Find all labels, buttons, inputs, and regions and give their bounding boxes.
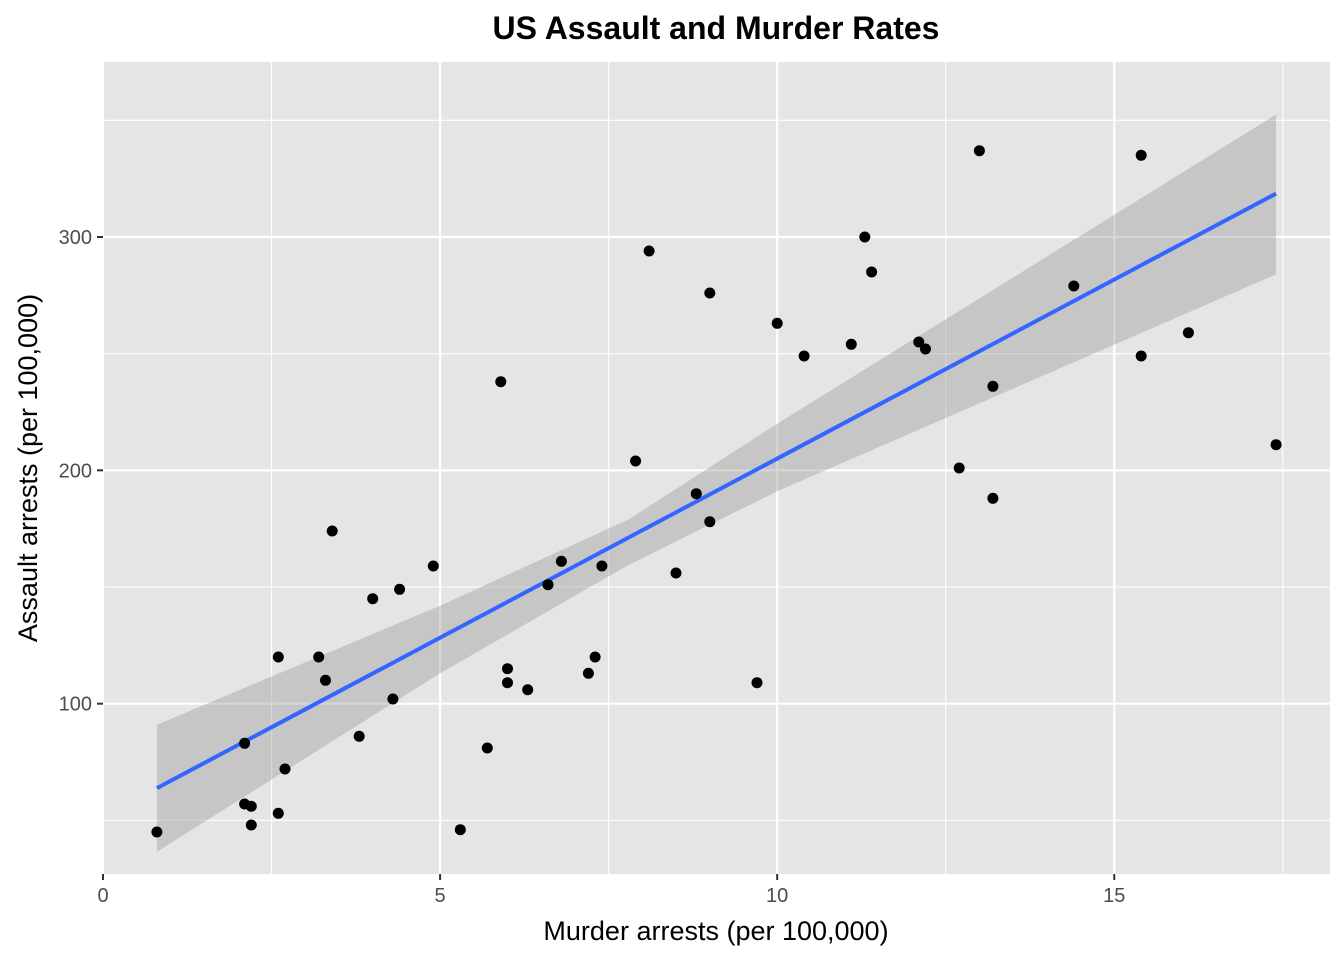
data-point <box>913 336 925 348</box>
data-point <box>326 525 338 537</box>
x-axis-label: Murder arrests (per 100,000) <box>543 916 888 946</box>
x-tick-label: 5 <box>435 885 446 907</box>
data-point <box>245 819 257 831</box>
data-point <box>751 677 763 689</box>
data-point <box>495 376 507 388</box>
data-point <box>798 350 810 362</box>
minor-gridlines <box>103 62 1330 874</box>
data-point <box>704 287 716 299</box>
data-point <box>1135 350 1147 362</box>
y-tick-label: 300 <box>59 227 92 249</box>
x-tick-label: 0 <box>97 885 108 907</box>
plot-panel <box>103 62 1330 874</box>
data-point <box>866 266 878 278</box>
data-point <box>151 826 163 838</box>
data-point <box>1182 327 1194 339</box>
data-point <box>845 338 857 350</box>
x-tick-label: 15 <box>1103 885 1125 907</box>
data-point <box>771 317 783 329</box>
data-point <box>502 663 513 675</box>
data-point <box>630 455 642 467</box>
x-axis-ticks: 0 5 10 15 <box>97 874 1125 907</box>
data-point <box>670 567 682 579</box>
data-point <box>704 516 716 528</box>
data-point <box>272 651 284 663</box>
data-point <box>953 462 965 474</box>
x-tick-label: 10 <box>766 885 788 907</box>
y-tick-label: 100 <box>59 694 92 716</box>
data-point <box>582 667 594 679</box>
chart-title: US Assault and Murder Rates <box>493 10 940 46</box>
data-point <box>1135 149 1147 161</box>
y-axis-label: Assault arrests (per 100,000) <box>13 294 43 642</box>
data-point <box>596 560 608 572</box>
data-point <box>454 824 466 836</box>
data-point <box>481 742 493 754</box>
data-point <box>690 488 702 500</box>
data-point <box>367 593 379 605</box>
data-point <box>272 807 284 819</box>
confidence-band <box>156 114 1277 852</box>
data-points <box>151 145 1282 838</box>
data-point <box>859 231 871 243</box>
data-point <box>239 798 251 810</box>
data-point <box>542 579 554 591</box>
data-point <box>239 737 251 749</box>
data-point <box>502 677 513 689</box>
data-point <box>987 380 999 392</box>
data-point <box>313 651 325 663</box>
data-point <box>427 560 439 572</box>
data-point <box>555 555 567 567</box>
data-point <box>920 343 931 355</box>
data-point <box>394 583 406 595</box>
data-point <box>987 492 999 504</box>
data-point <box>320 674 331 686</box>
y-axis-ticks: 100 200 300 <box>59 227 103 716</box>
data-point <box>1068 280 1080 292</box>
data-point <box>522 684 534 696</box>
data-point <box>353 730 365 742</box>
data-point <box>643 245 655 257</box>
data-point <box>1270 439 1282 451</box>
y-tick-label: 200 <box>59 460 92 482</box>
data-point <box>973 145 985 157</box>
regression-line <box>155 191 1278 790</box>
data-point <box>387 693 399 705</box>
major-gridlines <box>101 62 1330 874</box>
data-point <box>279 763 291 775</box>
data-point <box>589 651 601 663</box>
